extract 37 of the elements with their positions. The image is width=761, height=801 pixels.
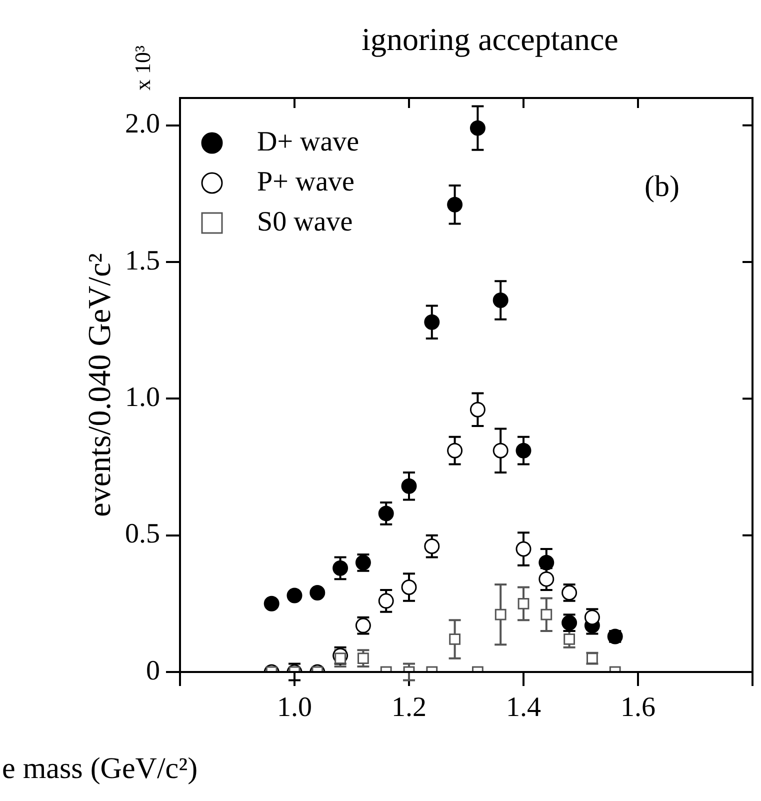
legend-label: S0 wave — [257, 206, 353, 238]
y-tick-label: 2.0 — [125, 108, 160, 140]
point — [447, 442, 463, 458]
point — [264, 596, 280, 612]
point — [538, 554, 554, 570]
point — [378, 593, 394, 609]
y-tick-label: 1.0 — [125, 382, 160, 414]
point — [470, 402, 486, 418]
x-tick-label: 1.4 — [506, 692, 541, 724]
x-tick-label: 1.0 — [277, 692, 312, 724]
point — [332, 560, 348, 576]
x-tick-label: 1.2 — [392, 692, 426, 724]
legend-label: D+ wave — [257, 126, 360, 158]
y-tick-label: 0 — [146, 655, 160, 686]
annotation: (b) — [644, 170, 680, 203]
point — [516, 541, 532, 557]
y-tick-label: 1.5 — [125, 245, 160, 276]
y-tick-label: 0.5 — [125, 518, 160, 550]
point — [424, 538, 440, 554]
chart-title: ignoring acceptance — [362, 21, 618, 57]
text: x 10³ — [130, 45, 155, 91]
point — [492, 292, 508, 308]
y-axis-title: events/0.040 GeV/c² — [81, 253, 117, 517]
point — [492, 442, 508, 458]
point — [310, 584, 326, 600]
point — [447, 196, 463, 212]
point — [516, 442, 532, 458]
point — [538, 571, 554, 587]
point — [401, 478, 417, 494]
legend-label: P+ wave — [257, 166, 354, 198]
point — [286, 588, 302, 604]
x-axis-title: e mass (GeV/c²) — [2, 752, 198, 785]
point — [378, 506, 394, 522]
point — [424, 314, 440, 330]
point — [470, 120, 486, 136]
x-tick-label: 1.6 — [620, 692, 656, 724]
point — [401, 580, 417, 596]
